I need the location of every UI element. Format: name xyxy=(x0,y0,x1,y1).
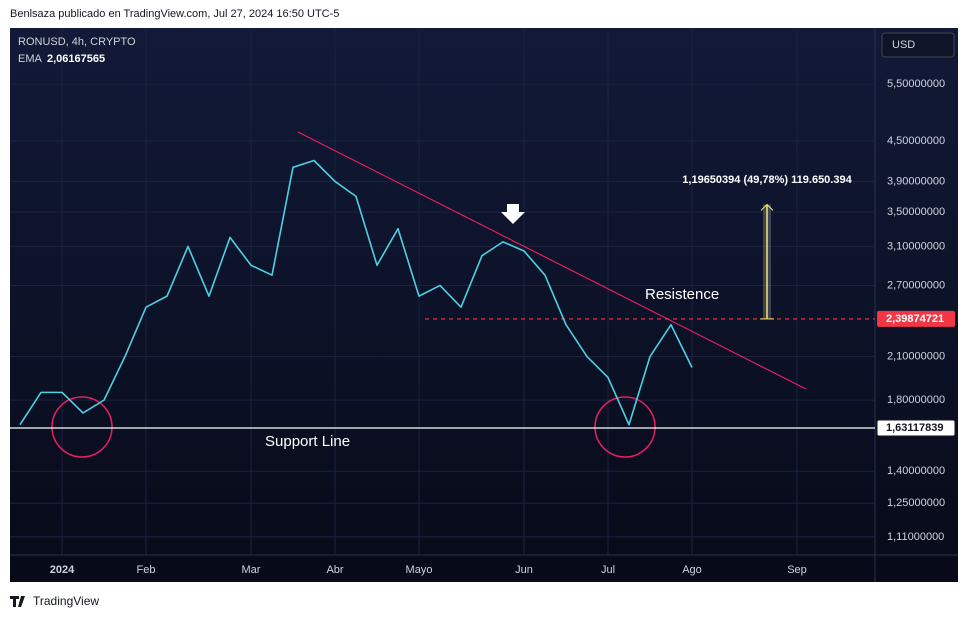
x-tick-label: Mar xyxy=(242,564,261,576)
y-tick-label: 2,10000000 xyxy=(887,350,945,362)
price-line-series xyxy=(19,159,693,426)
y-tick-label: 1,25000000 xyxy=(887,497,945,509)
logo xyxy=(10,596,25,607)
x-tick-label: 2024 xyxy=(50,564,75,576)
annotation: Support Line xyxy=(265,433,350,450)
legend-title: RONUSD, 4h, CRYPTO xyxy=(18,36,136,48)
x-tick-label: Feb xyxy=(137,564,156,576)
y-tick-label: 1,11000000 xyxy=(887,531,944,543)
price-label-bg xyxy=(876,419,956,437)
circle xyxy=(51,396,113,458)
trend-line xyxy=(297,131,807,390)
y-tick-label: 1,40000000 xyxy=(887,465,945,477)
header: Benlsaza publicado en TradingView.com, J… xyxy=(10,8,339,20)
y-tick-label: 1,80000000 xyxy=(887,394,945,406)
circle xyxy=(594,396,656,458)
price-label-bg xyxy=(877,310,955,327)
measure-arrow xyxy=(760,203,774,211)
y-tick-label: 3,50000000 xyxy=(887,206,945,218)
x-tick-label: Ago xyxy=(682,564,702,576)
y-tick-label: 3,10000000 xyxy=(887,240,945,252)
y-tick-label: 2,70000000 xyxy=(887,279,945,291)
measure-label: 1,19650394 (49,78%) 119.650.394 xyxy=(682,174,852,186)
x-tick-label: Jun xyxy=(515,564,533,576)
currency[interactable]: USD xyxy=(892,39,915,51)
arrow-icon xyxy=(501,204,525,224)
x-tick-label: Jul xyxy=(601,564,615,576)
price-label: 2,39874721 xyxy=(886,313,944,325)
x-tick-label: Sep xyxy=(787,564,807,576)
x-tick-label: Mayo xyxy=(406,564,433,576)
y-tick-label: 3,90000000 xyxy=(887,175,945,187)
grid xyxy=(10,28,875,555)
y-tick-label: 5,50000000 xyxy=(887,78,945,90)
indicator-name: EMA xyxy=(18,53,43,65)
x-tick-label: Abr xyxy=(326,564,343,576)
price-label: 1,63117839 xyxy=(886,422,944,434)
y-tick-label: 4,50000000 xyxy=(887,135,945,147)
plot xyxy=(10,131,875,458)
currency-button[interactable] xyxy=(881,32,955,58)
indicator-value: 2,06167565 xyxy=(47,53,105,65)
annotation: Resistence xyxy=(645,286,719,303)
chart-background xyxy=(10,28,958,582)
footer: TradingView xyxy=(33,594,99,608)
